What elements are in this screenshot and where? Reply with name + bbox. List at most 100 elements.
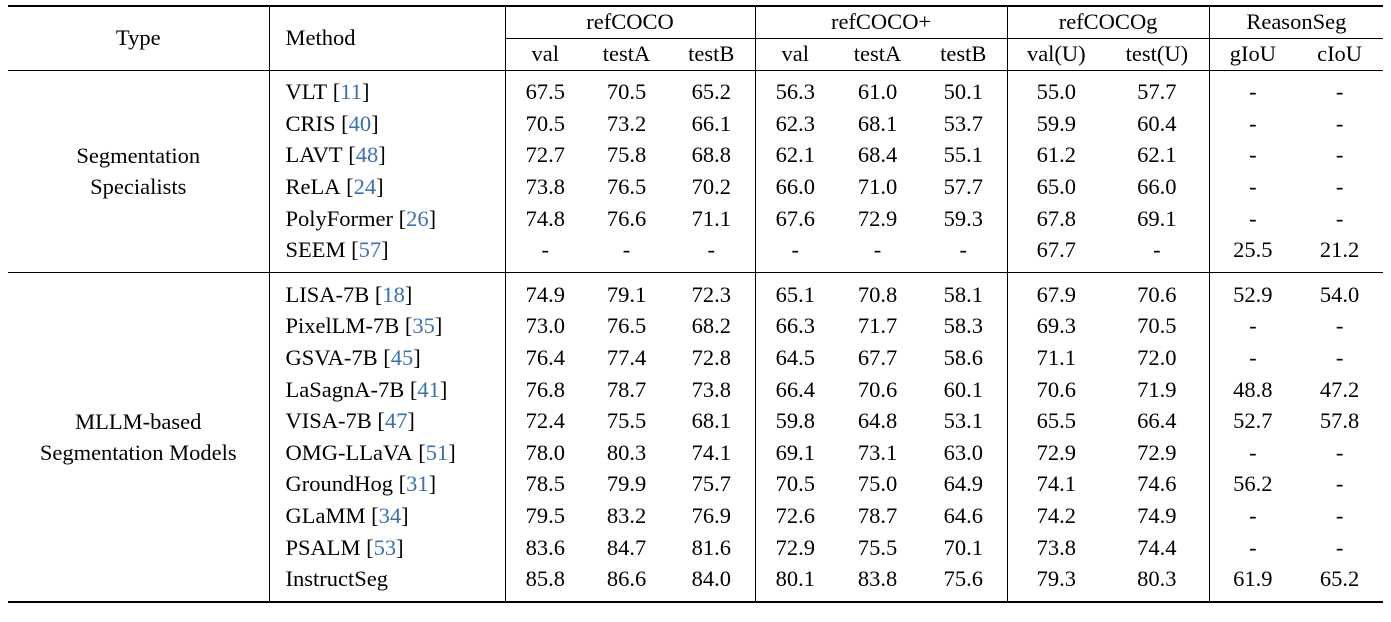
citation-link[interactable]: 57 — [358, 237, 382, 263]
value-cell: 72.0 — [1137, 345, 1177, 371]
citation-link[interactable]: 26 — [406, 205, 429, 231]
results-table: Type Method refCOCO refCOCO+ refCOCOg Re… — [8, 5, 1384, 603]
table-row: LaSagnA-7B [41] 76.8 78.7 73.8 66.4 70.6 60.1 7… — [8, 373, 1383, 406]
citation-bracket: [ — [342, 142, 356, 168]
value-cell: 50.1 — [943, 79, 983, 105]
method-name: GroundHog — [285, 471, 394, 497]
value-cell: 56.2 — [1208, 468, 1297, 501]
column-header: val(U) — [1006, 38, 1106, 70]
method-cell: VISA-7B [47] — [268, 405, 505, 438]
citation-link[interactable]: 47 — [384, 408, 408, 434]
citation-link[interactable]: 53 — [373, 534, 397, 560]
column-header: cIoU — [1317, 41, 1363, 66]
value-cell: 64.8 — [857, 408, 898, 434]
method-name: SEEM — [285, 237, 346, 263]
table-row: PSALM [53] 83.6 84.7 81.6 72.9 75.5 70.1 73.8 74… — [8, 531, 1383, 564]
type-label-line: Specialists — [90, 174, 187, 200]
value-cell: 21.2 — [1319, 237, 1360, 263]
table-body: Segmentation Specialists VLT [11] 67.5 70.5 6… — [8, 70, 1384, 602]
value-cell: 65.0 — [1006, 171, 1106, 203]
value-cell: 70.5 — [606, 79, 647, 105]
citation-bracket: ] — [404, 281, 413, 307]
method-cell: LISA-7B [18] — [268, 279, 505, 311]
value-cell: 78.7 — [857, 503, 898, 529]
value-cell: - — [1335, 110, 1344, 136]
table-row: LAVT [48] 72.7 75.8 68.8 62.1 68.4 55.1 61.2 62.… — [8, 139, 1383, 172]
value-cell: - — [1208, 202, 1297, 235]
value-cell: 67.7 — [1006, 234, 1106, 267]
value-cell: 66.0 — [754, 171, 836, 203]
value-cell: 71.1 — [691, 205, 731, 231]
citation-link[interactable]: 24 — [353, 174, 377, 200]
value-cell: 52.9 — [1208, 279, 1297, 311]
citation-link[interactable]: 48 — [355, 142, 379, 168]
method-cell: PixelLM-7B [35] — [268, 310, 505, 343]
value-cell: 70.5 — [504, 108, 585, 140]
method-cell: GroundHog [31] — [268, 468, 505, 501]
value-cell: 75.6 — [943, 566, 983, 592]
value-cell: 79.1 — [606, 281, 647, 307]
value-cell: 72.7 — [504, 139, 585, 172]
value-cell: 78.0 — [504, 437, 585, 469]
value-cell: 65.1 — [754, 279, 836, 311]
value-cell: - — [1335, 345, 1344, 371]
header-row-columns: val testA testB val testA testB val(U) t… — [8, 38, 1384, 70]
value-cell: - — [873, 237, 882, 263]
value-cell: 75.7 — [691, 471, 731, 497]
value-cell: 73.8 — [1006, 531, 1106, 564]
value-cell: 72.8 — [691, 345, 731, 371]
method-cell: GLaMM [34] — [268, 500, 505, 532]
value-cell: 72.4 — [504, 405, 585, 438]
citation-bracket: [ — [345, 237, 359, 263]
value-cell: 61.0 — [857, 79, 898, 105]
value-cell: 72.9 — [1137, 439, 1177, 465]
value-cell: - — [1153, 237, 1161, 263]
section-spacer — [8, 595, 1384, 602]
value-cell: 69.3 — [1006, 310, 1106, 343]
value-cell: 59.8 — [754, 405, 836, 438]
column-header: test(U) — [1125, 41, 1189, 66]
citation-bracket: ] — [401, 503, 409, 529]
citation-link[interactable]: 11 — [340, 79, 362, 105]
value-cell: 66.4 — [754, 373, 836, 406]
value-cell: 57.7 — [1137, 79, 1177, 105]
value-cell: 71.7 — [857, 313, 898, 339]
citation-link[interactable]: 35 — [412, 313, 435, 339]
value-cell: 72.9 — [857, 205, 898, 231]
value-cell: 66.4 — [1137, 408, 1177, 434]
value-cell: - — [1208, 139, 1297, 172]
value-cell: 68.2 — [691, 313, 731, 339]
value-cell: 76.8 — [504, 373, 585, 406]
citation-link[interactable]: 41 — [417, 376, 440, 402]
citation-link[interactable]: 18 — [382, 281, 405, 307]
citation-bracket: ] — [413, 345, 421, 371]
citation-link[interactable]: 31 — [406, 471, 429, 497]
value-cell: 71.0 — [857, 174, 898, 200]
value-cell: 71.9 — [1137, 376, 1177, 402]
value-cell: 67.6 — [754, 202, 836, 235]
section-spacer — [8, 70, 1383, 77]
citation-bracket: [ — [393, 471, 407, 497]
citation-link[interactable]: 40 — [348, 110, 372, 136]
value-cell: 62.1 — [754, 139, 836, 172]
method-name: GLaMM — [285, 503, 366, 529]
citation-link[interactable]: 34 — [378, 503, 402, 529]
table-row: InstructSeg 85.8 86.6 84.0 80.1 83.8 75.6 79.3 8… — [8, 563, 1383, 595]
value-cell: 72.9 — [1006, 437, 1106, 469]
citation-link[interactable]: 45 — [390, 345, 414, 371]
type-cell: Segmentation Specialists — [8, 77, 269, 267]
table-row: OMG-LLaVA [51] 78.0 80.3 74.1 69.1 73.1 63.0 72… — [8, 437, 1383, 469]
citation-link[interactable]: 51 — [425, 439, 449, 465]
value-cell: 74.1 — [691, 439, 731, 465]
method-cell: OMG-LLaVA [51] — [268, 437, 505, 469]
value-cell: 73.8 — [691, 376, 731, 402]
citation-bracket: ] — [361, 79, 370, 105]
citation-bracket: ] — [428, 471, 437, 497]
value-cell: - — [1208, 76, 1297, 109]
value-cell: 76.5 — [606, 174, 647, 200]
value-cell: - — [754, 234, 836, 267]
citation-bracket: ] — [378, 142, 386, 168]
value-cell: - — [707, 237, 716, 263]
value-cell: - — [622, 237, 631, 263]
value-cell: 71.1 — [1006, 342, 1106, 374]
